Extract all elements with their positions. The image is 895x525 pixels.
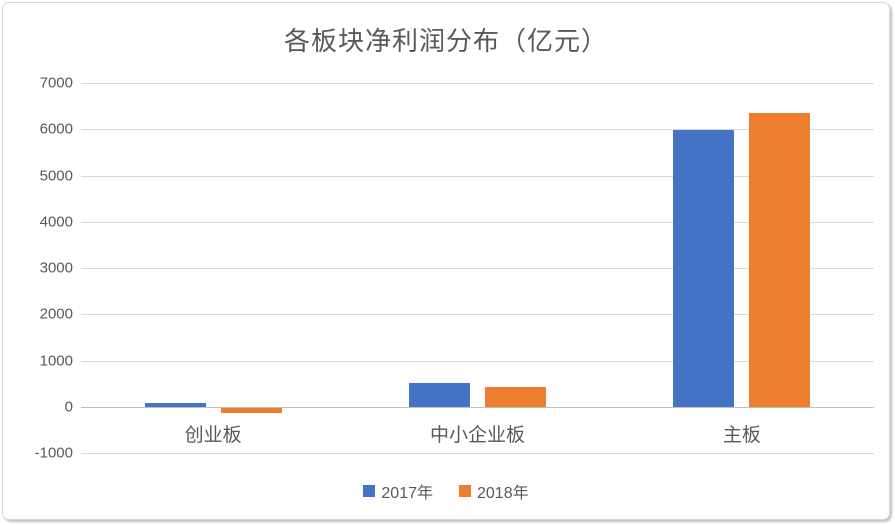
gridline <box>81 453 874 454</box>
y-tick-label: 5000 <box>39 167 73 184</box>
legend-item-2017: 2017年 <box>363 479 433 503</box>
bar-2018年-创业板 <box>220 407 282 414</box>
y-tick-label: 3000 <box>39 259 73 277</box>
gridline <box>81 268 874 269</box>
legend-label-2017: 2017年 <box>381 485 433 502</box>
legend-swatch-2017 <box>363 485 376 497</box>
y-tick-label: 0 <box>64 398 73 416</box>
bar-2018年-中小企业板 <box>485 386 546 407</box>
chart-card: 各板块净利润分布（亿元） 7000 6000 5000 4000 3000 2000 100… <box>2 2 890 520</box>
bar-2017年-创业板 <box>144 402 206 407</box>
category-label-创业板: 创业板 <box>184 424 242 446</box>
category-label-中小企业板: 中小企业板 <box>429 424 525 446</box>
gridline <box>81 360 874 362</box>
legend-item-2018: 2018年 <box>459 479 529 503</box>
y-tick-label: 4000 <box>39 213 73 231</box>
gridline <box>81 83 874 84</box>
gridline <box>81 175 874 177</box>
legend-label-2018: 2018年 <box>477 485 529 502</box>
zero-axis-line <box>81 406 874 408</box>
y-tick-label: 1000 <box>39 352 73 369</box>
y-tick-label: 6000 <box>39 120 73 138</box>
bar-2018年-主板 <box>749 113 811 407</box>
bar-2017年-中小企业板 <box>409 382 470 407</box>
category-label-主板: 主板 <box>722 424 761 446</box>
bar-2017年-主板 <box>673 130 735 407</box>
gridline <box>81 221 874 223</box>
plot-area: 7000 6000 5000 4000 3000 2000 1000 0 -1000 创业板 中小企… <box>3 3 889 519</box>
y-tick-label: 7000 <box>39 74 73 92</box>
chart-title: 各板块净利润分布（亿元） <box>283 26 608 56</box>
gridline <box>81 129 874 131</box>
gridline <box>81 314 874 316</box>
legend: 2017年 2018年 <box>3 479 889 503</box>
y-tick-label: 2000 <box>39 305 73 323</box>
y-tick-label: -1000 <box>34 444 73 462</box>
legend-swatch-2018 <box>459 485 471 497</box>
